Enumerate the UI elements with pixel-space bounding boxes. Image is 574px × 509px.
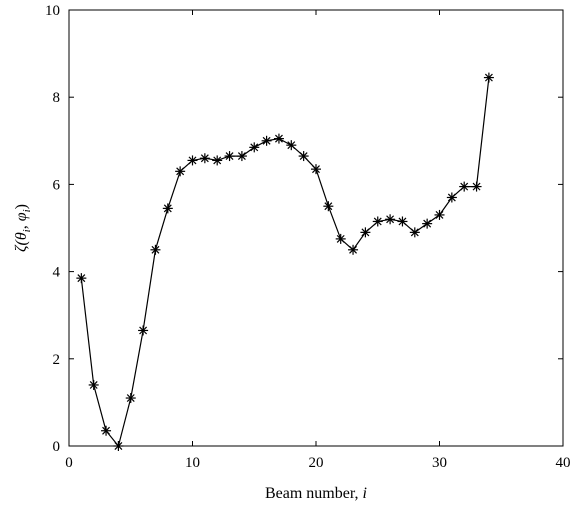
data-point xyxy=(101,425,112,436)
y-tick-label: 4 xyxy=(53,265,61,281)
data-point xyxy=(113,441,124,451)
y-axis-title: ζ(θi, φi) xyxy=(13,204,33,252)
ylabel-close: ) xyxy=(13,204,30,209)
x-tick-label: 20 xyxy=(309,455,324,471)
data-point xyxy=(372,216,383,227)
data-point xyxy=(138,325,149,336)
ylabel-comma: , xyxy=(13,221,30,229)
ylabel-zeta: ζ( xyxy=(13,239,30,252)
data-point xyxy=(76,273,87,284)
data-point xyxy=(298,151,309,162)
data-point xyxy=(360,227,371,238)
x-axis-title: Beam number, i xyxy=(265,485,367,502)
y-tick-label: 2 xyxy=(53,352,61,368)
data-point xyxy=(249,142,260,153)
x-axis: 0 10 20 30 40 xyxy=(65,10,571,471)
data-point xyxy=(236,151,247,162)
x-tick-label: 10 xyxy=(185,455,200,471)
series-line xyxy=(80,77,490,448)
ylabel-sub-2: i xyxy=(21,209,33,212)
data-point xyxy=(471,181,482,192)
y-tick-label: 8 xyxy=(53,90,61,106)
data-point xyxy=(261,135,272,146)
y-tick-label: 10 xyxy=(45,3,60,19)
data-point xyxy=(150,244,161,255)
x-axis-title-text: Beam number, xyxy=(265,485,363,502)
data-point xyxy=(212,155,223,166)
ylabel-phi: φ xyxy=(13,212,30,221)
data-point xyxy=(88,379,99,390)
data-point xyxy=(199,153,210,164)
plot-area xyxy=(68,9,564,447)
data-point xyxy=(422,218,433,229)
series-markers xyxy=(76,72,494,451)
data-point xyxy=(348,244,359,255)
data-point xyxy=(385,214,396,225)
y-axis: 0 2 4 6 8 10 xyxy=(45,3,563,455)
data-point xyxy=(286,140,297,151)
x-tick-label: 40 xyxy=(556,455,571,471)
data-point xyxy=(224,151,235,162)
y-tick-label: 0 xyxy=(53,439,61,455)
ylabel-sub-1: i xyxy=(21,229,33,232)
data-point xyxy=(459,181,470,192)
data-point xyxy=(483,72,494,83)
data-point xyxy=(446,192,457,203)
data-point xyxy=(335,233,346,244)
x-tick-label: 30 xyxy=(432,455,447,471)
data-point xyxy=(273,133,284,144)
ylabel-theta: θ xyxy=(13,232,30,240)
y-tick-label: 6 xyxy=(53,177,61,193)
data-point xyxy=(397,216,408,227)
data-point xyxy=(323,201,334,212)
data-point xyxy=(187,155,198,166)
data-point xyxy=(409,227,420,238)
data-point xyxy=(311,164,321,175)
data-point xyxy=(162,203,173,214)
data-point xyxy=(434,209,445,220)
data-point xyxy=(125,393,136,404)
x-axis-title-var: i xyxy=(363,485,367,502)
data-point xyxy=(175,166,186,177)
x-tick-label: 0 xyxy=(65,455,73,471)
